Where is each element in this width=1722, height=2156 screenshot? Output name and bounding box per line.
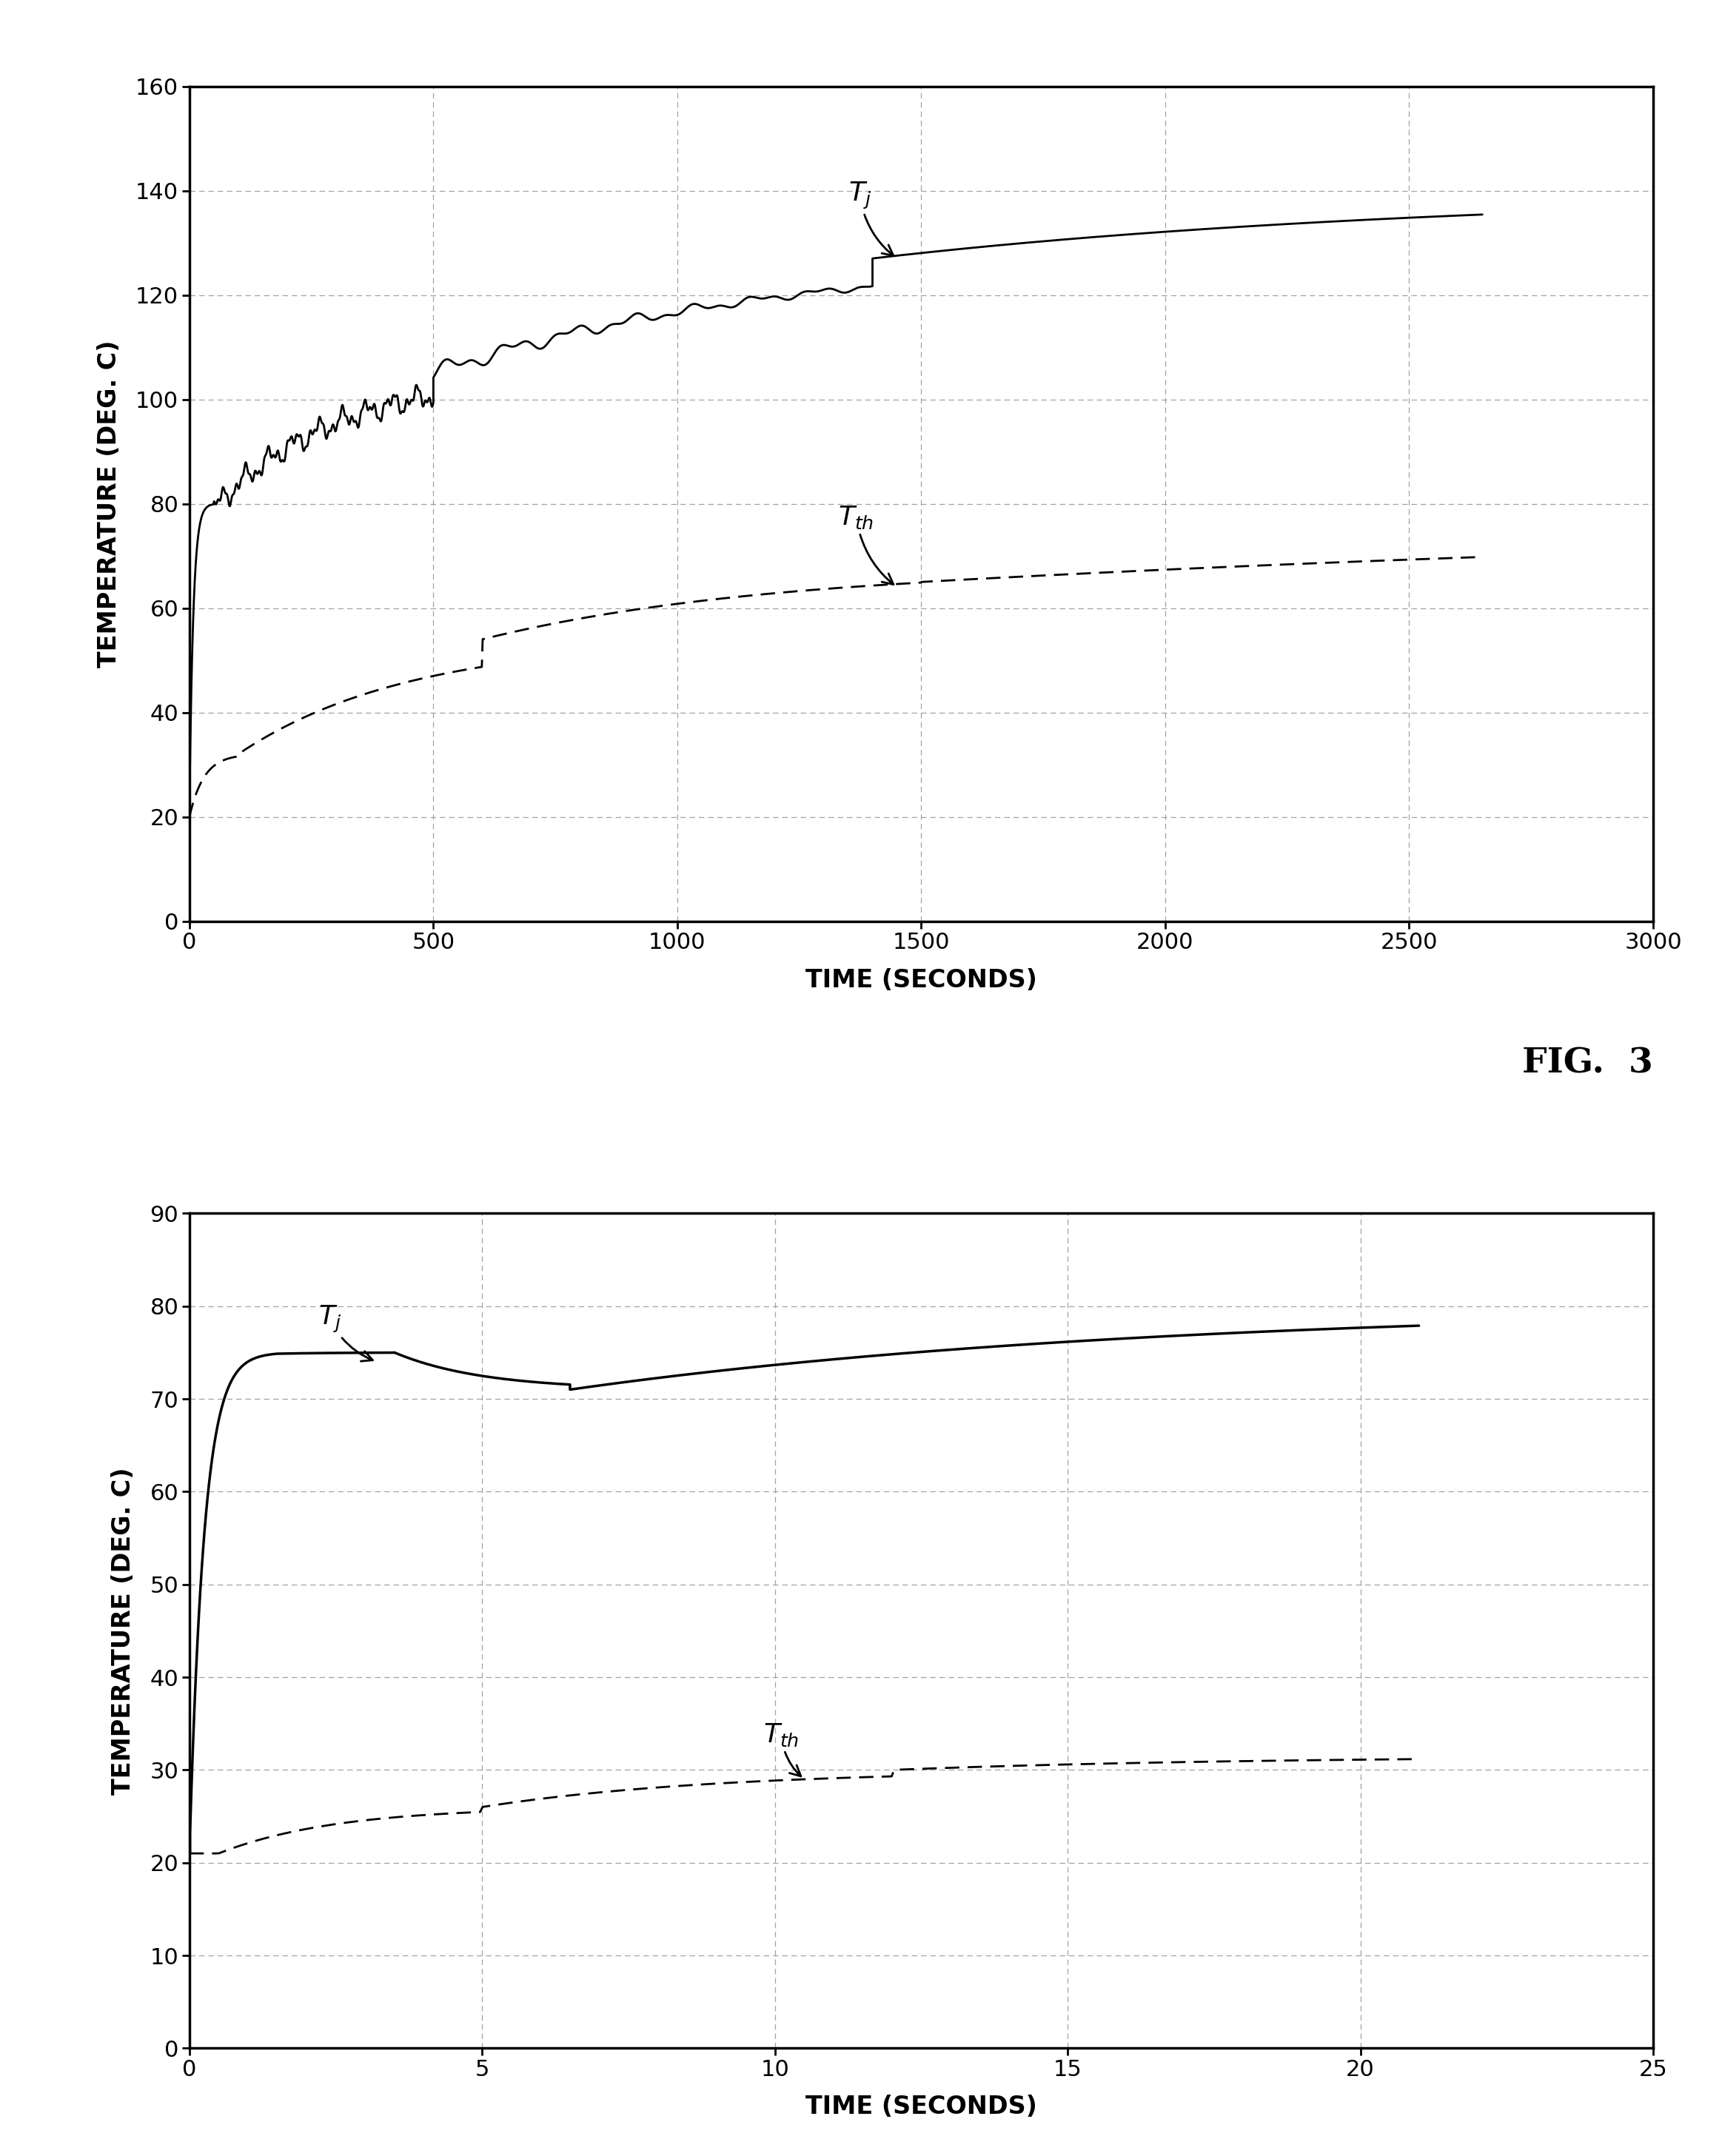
X-axis label: TIME (SECONDS): TIME (SECONDS) — [806, 2096, 1037, 2119]
Y-axis label: TEMPERATURE (DEG. C): TEMPERATURE (DEG. C) — [96, 341, 121, 668]
Text: $T_j$: $T_j$ — [319, 1304, 372, 1360]
Text: $T_{th}$: $T_{th}$ — [763, 1720, 801, 1777]
Y-axis label: TEMPERATURE (DEG. C): TEMPERATURE (DEG. C) — [110, 1466, 136, 1794]
X-axis label: TIME (SECONDS): TIME (SECONDS) — [806, 968, 1037, 992]
Text: $T_{th}$: $T_{th}$ — [839, 505, 894, 584]
Text: $T_j$: $T_j$ — [847, 181, 894, 257]
Text: FIG.  3: FIG. 3 — [1522, 1046, 1653, 1080]
